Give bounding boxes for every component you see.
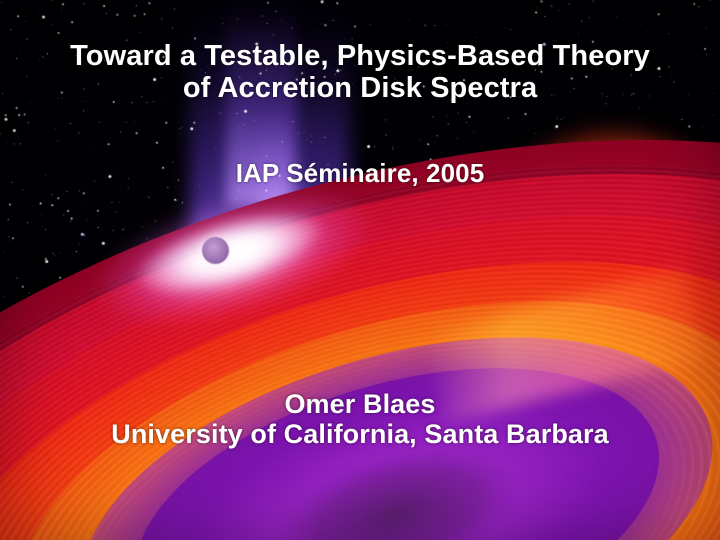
author-name: Omer Blaes bbox=[284, 389, 436, 419]
black-hole bbox=[202, 237, 229, 264]
author-affiliation: University of California, Santa Barbara bbox=[111, 419, 609, 450]
slide-title-line-2: of Accretion Disk Spectra bbox=[182, 72, 538, 105]
slide-author-block: Omer Blaes University of California, San… bbox=[0, 389, 720, 449]
slide-title-line-1: Toward a Testable, Physics-Based Theory bbox=[70, 40, 650, 72]
relativistic-jet-core bbox=[226, 0, 296, 205]
slide-subtitle: IAP Séminaire, 2005 bbox=[235, 158, 485, 188]
slide-title: Toward a Testable, Physics-Based Theory … bbox=[0, 40, 720, 105]
